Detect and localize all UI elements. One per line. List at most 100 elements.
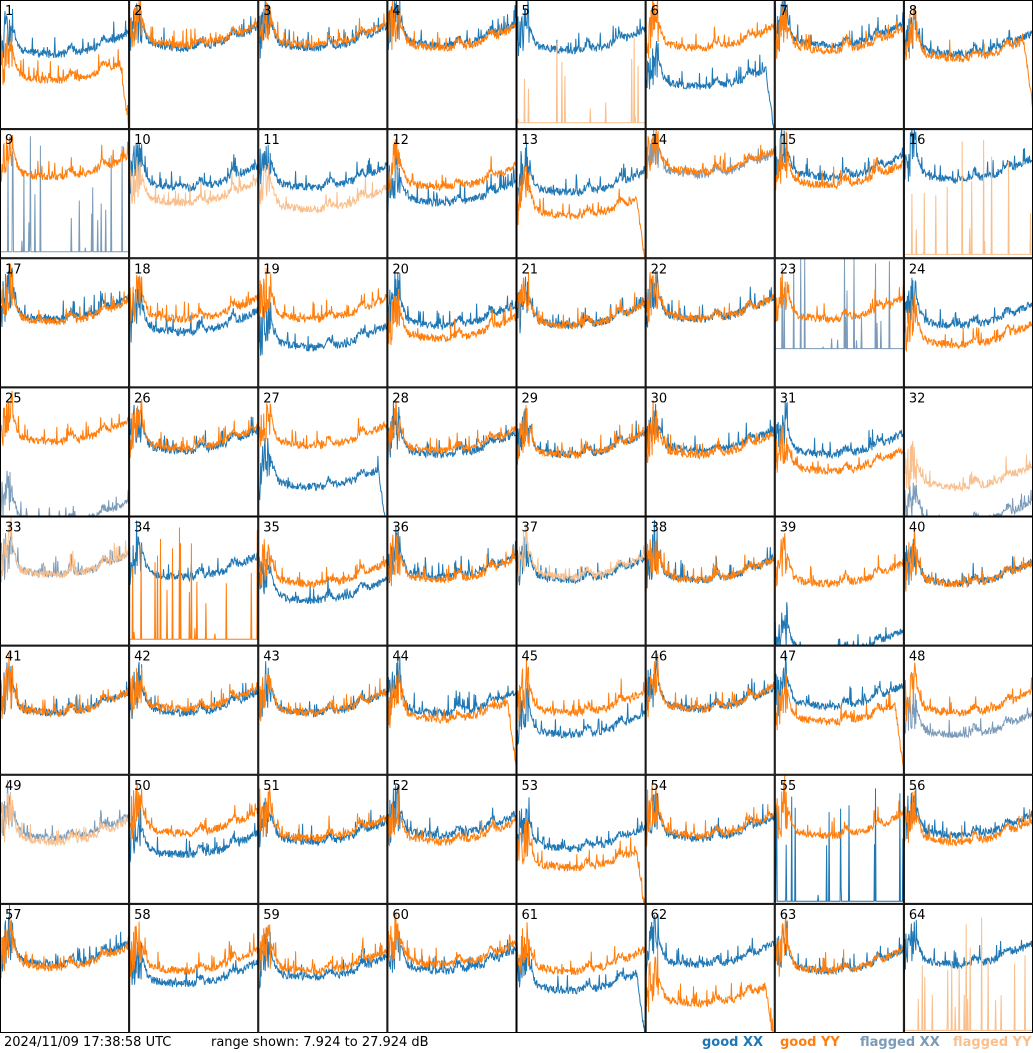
panel-58: 58 <box>129 903 259 1033</box>
series-yy-2 <box>129 0 259 50</box>
panel-label: 35 <box>263 521 280 536</box>
series-xx-13 <box>516 142 646 199</box>
series-yy-10 <box>129 156 259 207</box>
panel-border <box>516 774 646 904</box>
panel-label: 10 <box>134 133 151 148</box>
series-xx-19 <box>258 300 388 356</box>
panel-3: 3 <box>258 0 388 130</box>
series-yy-3 <box>258 1 388 58</box>
panel-border <box>645 258 775 388</box>
panel-border <box>129 129 259 259</box>
panel-label: 19 <box>263 262 280 277</box>
panel-52: 52 <box>387 774 517 904</box>
panel-1: 1 <box>0 0 130 130</box>
panel-label: 57 <box>5 908 22 923</box>
series-yy-19 <box>258 268 388 327</box>
panel-5: 5 <box>516 0 646 130</box>
panel-border <box>645 774 775 904</box>
series-xx-15 <box>774 129 904 183</box>
panel-border <box>258 516 388 646</box>
range-text: range shown: 7.924 to 27.924 dB <box>211 1035 429 1050</box>
series-yy-59 <box>258 924 388 985</box>
series-xx-56 <box>903 787 1033 841</box>
series-yy-14 <box>645 129 775 179</box>
panel-8: 8 <box>903 0 1033 130</box>
series-yy-61 <box>516 922 646 976</box>
legend-flagged-yy: flagged YY <box>953 1035 1032 1050</box>
series-yy-39 <box>774 533 904 594</box>
series-yy-31 <box>774 425 904 475</box>
panel-label: 11 <box>263 133 280 148</box>
panel-border <box>645 129 775 259</box>
panel-14: 14 <box>645 129 775 259</box>
series-yy-6 <box>645 0 775 59</box>
series-yy-5 <box>516 37 646 124</box>
series-yy-32 <box>903 440 1033 493</box>
panel-33: 33 <box>0 516 130 646</box>
panel-48: 48 <box>903 645 1033 775</box>
panel-15: 15 <box>774 129 904 259</box>
panel-label: 3 <box>263 4 271 19</box>
series-yy-11 <box>258 162 388 214</box>
panel-label: 16 <box>909 133 926 148</box>
series-yy-26 <box>129 398 259 459</box>
series-yy-8 <box>903 6 1033 109</box>
panel-border <box>774 774 904 904</box>
panel-label: 18 <box>134 262 151 277</box>
panel-border <box>0 774 130 904</box>
panel-label: 41 <box>5 650 22 665</box>
panel-label: 22 <box>651 262 668 277</box>
panel-label: 55 <box>780 779 797 794</box>
panel-label: 27 <box>263 391 280 406</box>
panel-border <box>0 516 130 646</box>
panel-label: 6 <box>651 4 659 19</box>
panel-19: 19 <box>258 258 388 388</box>
series-xx-45 <box>516 681 646 747</box>
series-yy-40 <box>903 529 1033 592</box>
panel-55: 55 <box>774 774 904 904</box>
series-yy-57 <box>0 919 130 979</box>
series-xx-62 <box>645 914 775 977</box>
panel-30: 30 <box>645 387 775 517</box>
panel-16: 16 <box>903 129 1033 259</box>
panel-border <box>774 129 904 259</box>
panel-border <box>258 774 388 904</box>
series-yy-56 <box>903 790 1033 848</box>
series-yy-43 <box>258 673 388 722</box>
panel-label: 60 <box>392 908 409 923</box>
series-yy-18 <box>129 275 259 332</box>
legend-flagged-xx: flagged XX <box>860 1035 940 1050</box>
panel-label: 46 <box>651 650 668 665</box>
panel-11: 11 <box>258 129 388 259</box>
panel-border <box>258 129 388 259</box>
panel-border <box>129 0 259 130</box>
panel-20: 20 <box>387 258 517 388</box>
series-xx-5 <box>516 0 646 63</box>
panel-29: 29 <box>516 387 646 517</box>
series-xx-59 <box>258 927 388 990</box>
panel-37: 37 <box>516 516 646 646</box>
panel-label: 28 <box>392 391 409 406</box>
panel-label: 54 <box>651 779 668 794</box>
series-yy-49 <box>0 793 130 850</box>
series-xx-32 <box>903 482 1033 517</box>
panel-label: 15 <box>780 133 797 148</box>
series-xx-64 <box>903 919 1033 973</box>
timestamp: 2024/11/09 17:38:58 UTC <box>4 1035 172 1050</box>
panel-label: 14 <box>651 133 668 148</box>
panel-42: 42 <box>129 645 259 775</box>
panel-label: 8 <box>909 4 917 19</box>
panel-border <box>516 645 646 775</box>
panel-border <box>903 903 1033 1033</box>
panel-7: 7 <box>774 0 904 130</box>
series-yy-58 <box>129 921 259 984</box>
series-xx-25 <box>0 470 130 517</box>
panel-50: 50 <box>129 774 259 904</box>
panel-label: 9 <box>5 133 13 148</box>
series-yy-35 <box>258 539 388 589</box>
series-xx-48 <box>903 691 1033 739</box>
panel-label: 21 <box>522 262 539 277</box>
panel-border <box>903 0 1033 130</box>
panel-label: 47 <box>780 650 797 665</box>
